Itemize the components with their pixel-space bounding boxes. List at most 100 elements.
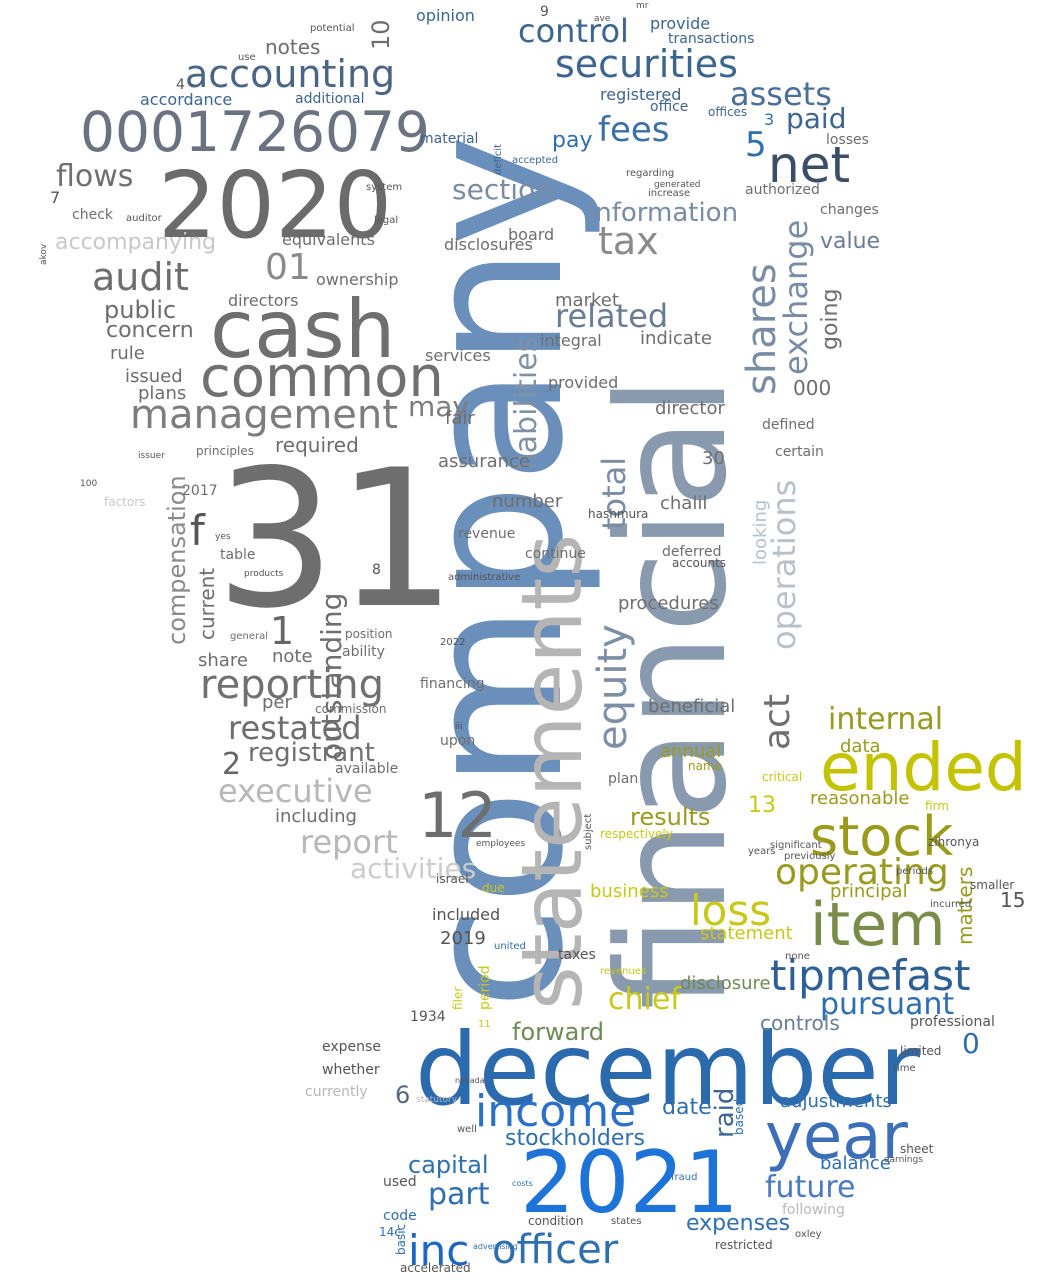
word-accelerated: accelerated bbox=[400, 1261, 471, 1275]
word-currently: currently bbox=[305, 1084, 368, 1100]
word-statutory: statutory bbox=[416, 1095, 458, 1105]
word-15: 15 bbox=[1000, 888, 1026, 912]
word-upon: upon bbox=[440, 733, 476, 749]
word-market: market bbox=[555, 290, 619, 311]
word-products: products bbox=[244, 569, 284, 579]
word-public: public bbox=[104, 296, 177, 324]
word-fraud: fraud bbox=[671, 1172, 698, 1183]
word-restricted: restricted bbox=[715, 1238, 773, 1252]
word-capital: capital bbox=[408, 1151, 489, 1179]
word-fair: fair bbox=[445, 408, 475, 429]
word-act: act bbox=[757, 694, 798, 750]
word-inc: inc bbox=[408, 1226, 470, 1275]
word-internal: internal bbox=[828, 702, 944, 737]
word-2021: 2021 bbox=[520, 1133, 739, 1233]
word-results: results bbox=[630, 803, 711, 831]
word-subject: subject bbox=[583, 813, 594, 850]
word-akov: akov bbox=[39, 243, 49, 265]
word-000: 000 bbox=[793, 376, 832, 400]
word-2020: 2020 bbox=[158, 152, 393, 259]
word-equity: equity bbox=[590, 624, 636, 750]
word-based: based bbox=[732, 1098, 746, 1135]
word-ownership: ownership bbox=[316, 270, 399, 289]
word-ability: ability bbox=[342, 644, 385, 660]
word-securities: securities bbox=[555, 42, 738, 86]
word-30: 30 bbox=[702, 448, 725, 469]
word-opinion: opinion bbox=[416, 6, 475, 25]
word-statement: statement bbox=[700, 923, 793, 944]
word-1: 1 bbox=[270, 609, 295, 653]
word-accounts: accounts bbox=[672, 556, 727, 570]
word-note: note bbox=[272, 646, 313, 667]
word-restated: restated bbox=[228, 709, 362, 747]
word-costs: costs bbox=[512, 1179, 533, 1188]
word-adjustments: adjustments bbox=[780, 1091, 892, 1112]
word-whether: whether bbox=[322, 1062, 380, 1078]
word-losses: losses bbox=[826, 132, 869, 148]
word-6: 6 bbox=[395, 1081, 411, 1109]
word-none: none bbox=[785, 951, 810, 962]
word-value: value bbox=[820, 229, 881, 254]
word-periods: periods bbox=[896, 866, 934, 877]
word-11: 11 bbox=[478, 1019, 491, 1030]
word-plan: plan bbox=[608, 771, 639, 787]
word-office: office bbox=[650, 99, 689, 115]
word-period: period bbox=[477, 965, 493, 1010]
word-executive: executive bbox=[218, 772, 373, 810]
word-taxes: taxes bbox=[558, 947, 596, 963]
word-chief: chief bbox=[608, 982, 681, 1017]
word-2017: 2017 bbox=[182, 483, 218, 499]
word-01: 01 bbox=[265, 247, 311, 288]
word-tax: tax bbox=[598, 219, 659, 263]
word-report: report bbox=[300, 823, 398, 861]
word-included: included bbox=[432, 905, 501, 924]
word-common: common bbox=[200, 345, 444, 410]
word-due: due bbox=[482, 881, 505, 895]
word-deficit: deficit bbox=[493, 144, 504, 175]
word-well: well bbox=[457, 1124, 477, 1135]
word-2: 2 bbox=[222, 747, 242, 782]
word-information: information bbox=[588, 198, 739, 228]
word-4: 4 bbox=[176, 77, 185, 93]
word-issued: issued bbox=[125, 366, 183, 387]
word-disclosure: disclosure bbox=[680, 973, 771, 994]
word-years: years bbox=[748, 846, 776, 857]
word-provide: provide bbox=[650, 14, 711, 33]
word-may: may bbox=[408, 390, 470, 423]
word-3: 3 bbox=[764, 110, 775, 129]
word-number: number bbox=[492, 491, 563, 512]
word-management: management bbox=[130, 392, 398, 438]
word-cash: cash bbox=[210, 283, 396, 376]
word-services: services bbox=[425, 346, 491, 365]
word-date: date bbox=[662, 1095, 712, 1120]
word-100: 100 bbox=[80, 479, 98, 489]
word-condition: condition bbox=[528, 1214, 584, 1228]
word-statements: statements bbox=[503, 533, 601, 1010]
word-2019: 2019 bbox=[440, 928, 486, 949]
word-administrative: administrative bbox=[448, 572, 521, 583]
word-going: going bbox=[818, 288, 843, 350]
word-yes: yes bbox=[215, 532, 231, 542]
word-authorized: authorized bbox=[745, 182, 820, 198]
word-incurred: incurred bbox=[930, 899, 972, 910]
word-advertising: advertising bbox=[473, 1242, 518, 1251]
word-legal: legal bbox=[374, 215, 399, 226]
word-factors: factors bbox=[104, 495, 146, 509]
word-integral: integral bbox=[540, 331, 602, 350]
word-related: related bbox=[555, 297, 669, 335]
word-employees: employees bbox=[476, 839, 526, 849]
word-operating: operating bbox=[775, 852, 949, 893]
word-business: business bbox=[590, 881, 669, 902]
word-time: time bbox=[893, 1063, 916, 1074]
word-nevada: nevada bbox=[455, 1076, 485, 1085]
word-previously: previously bbox=[784, 851, 836, 862]
word-board: board bbox=[508, 225, 555, 244]
word-12: 12 bbox=[418, 779, 497, 852]
word-current: current bbox=[195, 567, 219, 640]
word-year: year bbox=[765, 1100, 908, 1174]
word-deferred: deferred bbox=[662, 544, 722, 560]
word-states: states bbox=[611, 1216, 642, 1227]
word-commission: commission bbox=[315, 702, 387, 716]
word-position: position bbox=[345, 627, 393, 641]
